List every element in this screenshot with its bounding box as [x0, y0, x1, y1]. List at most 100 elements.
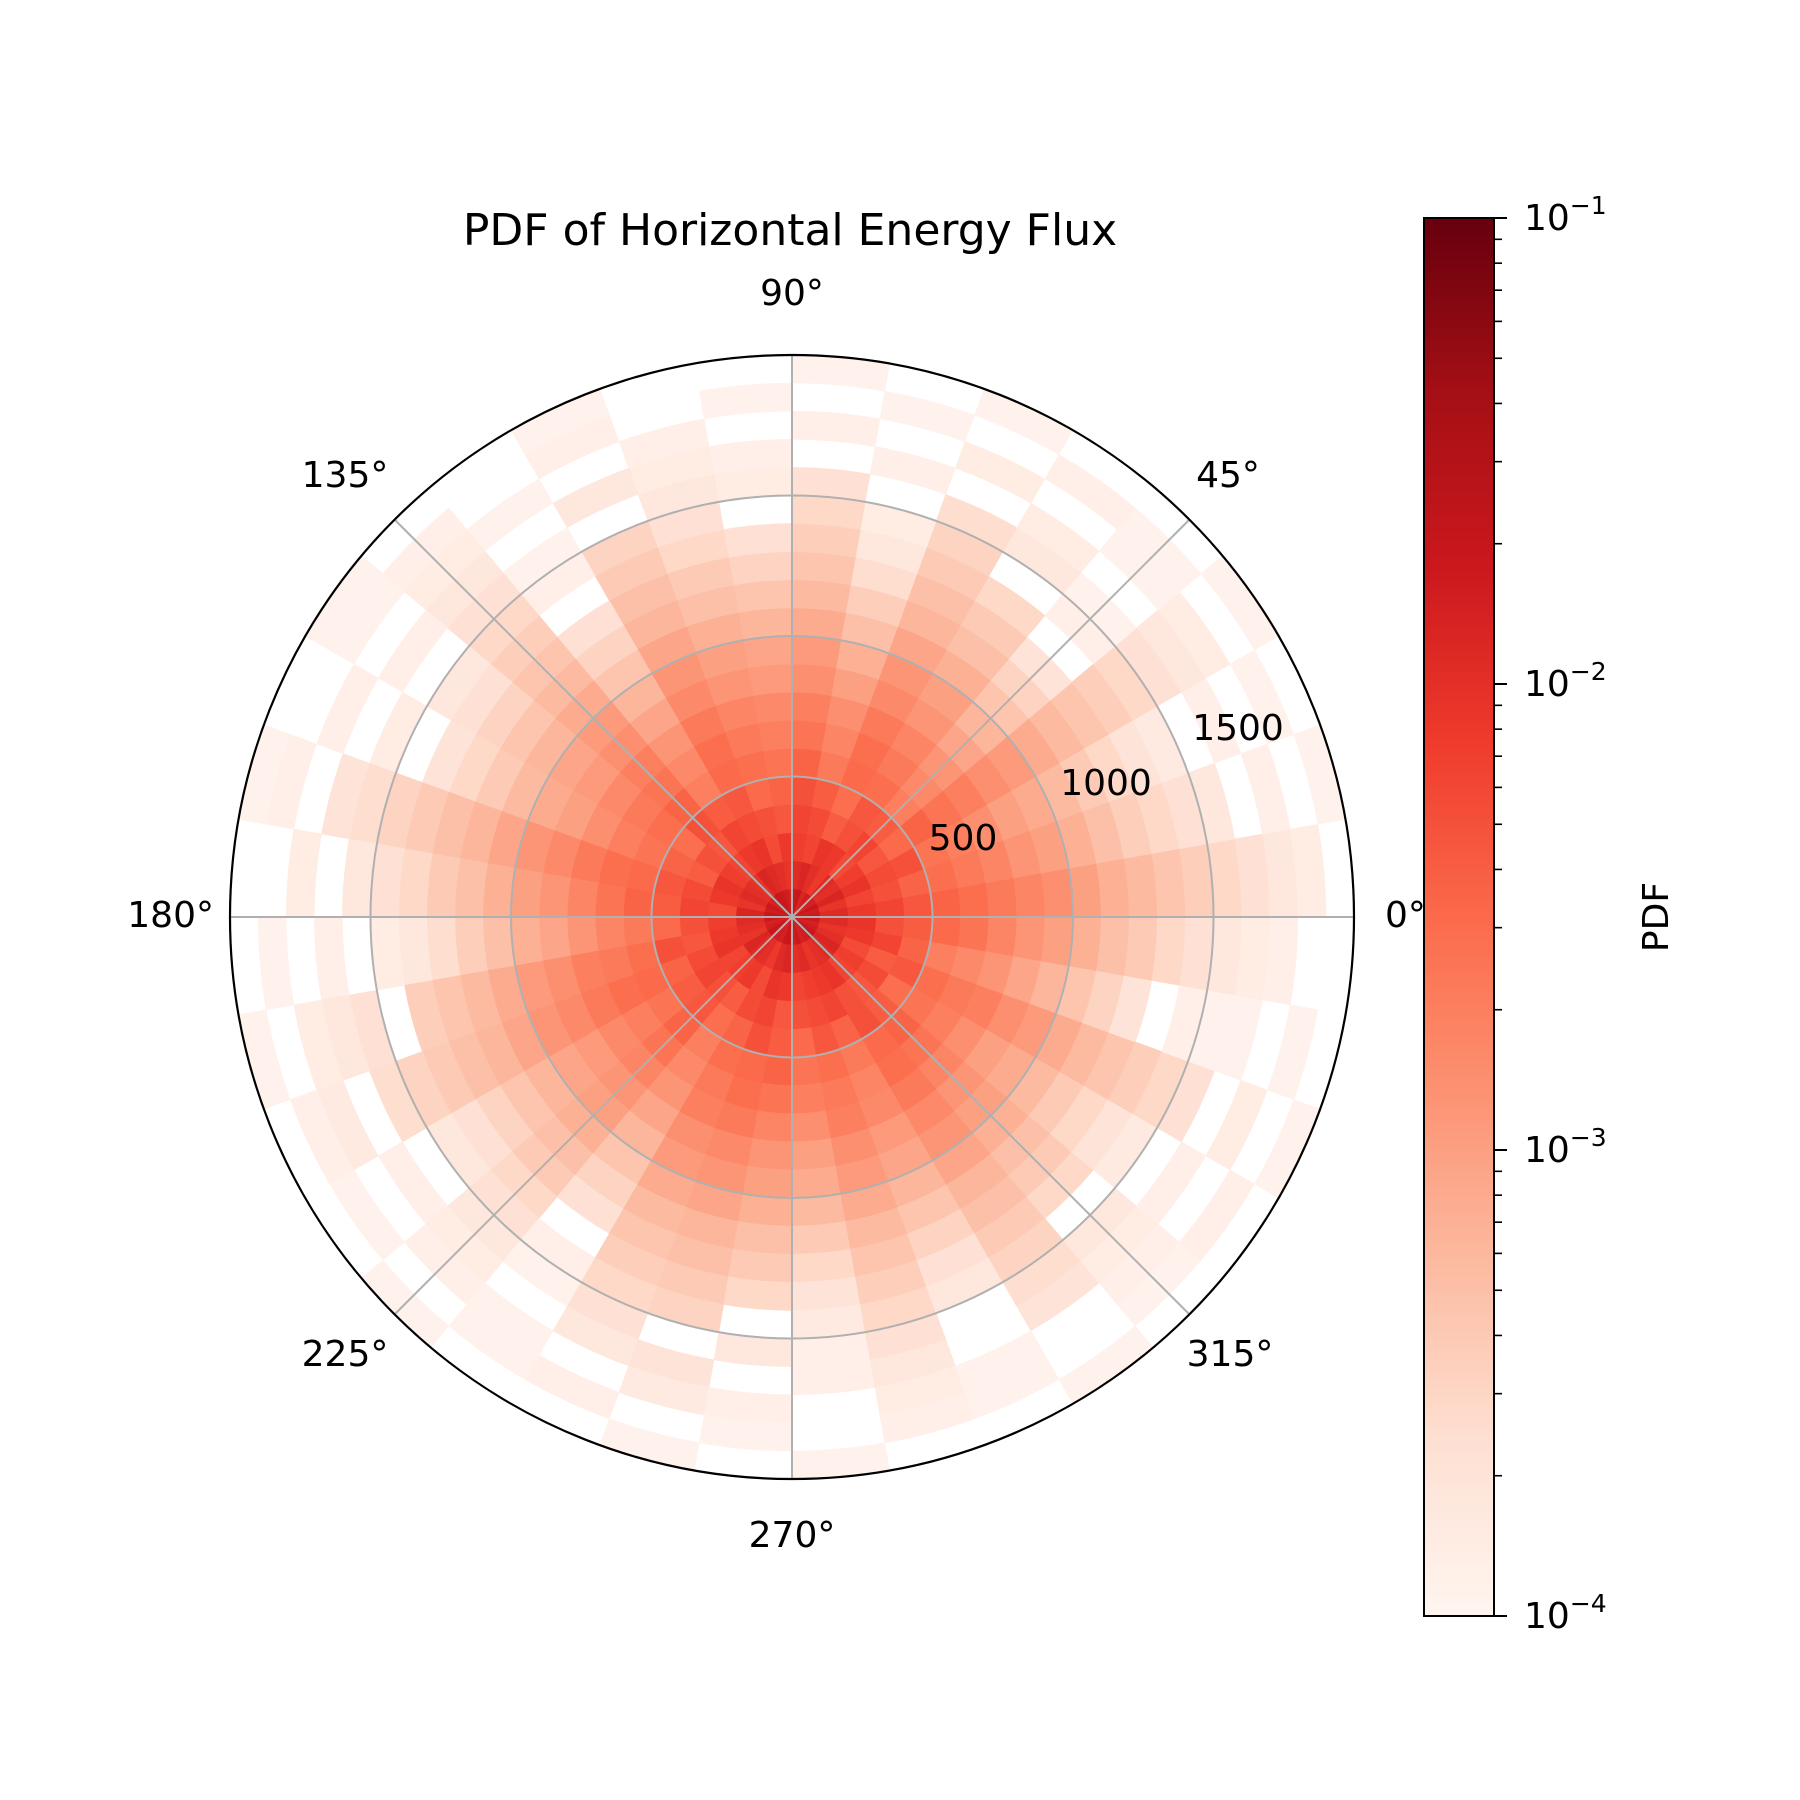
histogram-cell: [285, 828, 322, 918]
histogram-cell: [791, 1138, 837, 1171]
histogram-cell: [791, 635, 842, 669]
histogram-cell: [623, 916, 654, 947]
histogram-cell: [426, 916, 461, 981]
histogram-cell: [791, 551, 856, 586]
angle-tick-labels: 0° 45° 90° 135° 180° 225° 270° 315°: [127, 273, 1426, 1556]
histogram-cell: [957, 916, 990, 952]
histogram-cell: [369, 691, 428, 774]
histogram-cell: [869, 446, 956, 495]
histogram-cell: [752, 691, 793, 724]
histogram-cell: [599, 1418, 700, 1471]
histogram-cell: [618, 418, 710, 469]
histogram-cell: [313, 916, 350, 1001]
radial-tick-1500: 1500: [1192, 708, 1284, 749]
histogram-cell: [454, 916, 488, 976]
histogram-cell: [752, 1110, 793, 1143]
histogram-cell: [510, 916, 544, 967]
histogram-cell: [1135, 1141, 1207, 1225]
angular-gridline: [791, 916, 1191, 1316]
angular-gridline: [393, 916, 793, 1316]
histogram-cell: [1123, 916, 1158, 981]
histogram-cell: [257, 916, 295, 1011]
angle-tick-90: 90°: [760, 273, 824, 314]
histogram-cell: [742, 635, 793, 669]
histogram-cell: [510, 867, 544, 918]
histogram-cell: [1040, 867, 1074, 918]
histogram-cell: [747, 663, 793, 696]
colorbar-tick-label: 10−3: [1524, 1123, 1607, 1171]
histogram-cell: [1016, 502, 1100, 574]
histogram-cell: [1229, 649, 1295, 745]
histogram-cell: [1040, 916, 1074, 967]
histogram-cell: [985, 916, 1018, 957]
histogram-cell: [791, 1221, 851, 1255]
histogram-cell: [1096, 858, 1130, 918]
histogram-cell: [791, 1110, 832, 1143]
polar-cells: [238, 354, 1346, 1480]
angle-tick-180: 180°: [127, 895, 214, 936]
histogram-cell: [791, 1082, 827, 1115]
histogram-cell: [426, 853, 461, 918]
histogram-cell: [238, 1009, 291, 1110]
histogram-cell: [791, 579, 851, 613]
histogram-cell: [954, 441, 1046, 504]
histogram-cell: [791, 1248, 856, 1283]
radial-tick-500: 500: [929, 818, 998, 859]
histogram-cell: [1123, 853, 1158, 918]
histogram-cell: [524, 1354, 620, 1420]
radial-tick-1000: 1000: [1060, 763, 1152, 804]
histogram-cell: [1266, 1004, 1319, 1100]
histogram-cell: [594, 916, 627, 952]
polar-frame: [228, 353, 1356, 1481]
colorbar-gradient: [1423, 217, 1495, 1617]
histogram-cell: [985, 877, 1018, 918]
histogram-cell: [1179, 1169, 1255, 1261]
angle-tick-45: 45°: [1196, 455, 1260, 496]
histogram-cell: [757, 719, 793, 752]
histogram-cell: [1205, 1079, 1268, 1171]
histogram-cell: [377, 609, 449, 693]
angle-tick-135: 135°: [302, 455, 389, 496]
histogram-cell: [538, 916, 571, 962]
histogram-cell: [377, 1141, 449, 1225]
histogram-cell: [1293, 724, 1346, 825]
radial-tick-labels: 500 1000 1500: [929, 708, 1284, 859]
colorbar-tick-label: 10−2: [1524, 657, 1607, 705]
histogram-cell: [1044, 454, 1136, 530]
histogram-cell: [964, 1354, 1060, 1420]
angle-tick-315: 315°: [1187, 1334, 1274, 1375]
histogram-cell: [329, 1169, 405, 1261]
histogram-cell: [733, 1221, 793, 1255]
histogram-cell: [538, 872, 571, 918]
angle-tick-225: 225°: [302, 1334, 389, 1375]
histogram-cell: [879, 390, 975, 443]
colorbar: 10−1 10−2 10−3 10−4 PDF: [1423, 191, 1677, 1637]
histogram-cell: [1240, 743, 1291, 835]
histogram-cell: [791, 410, 881, 447]
colorbar-minor-ticks: [1494, 238, 1502, 1477]
histogram-cell: [762, 748, 793, 779]
angular-gridline: [791, 518, 1191, 918]
histogram-cell: [552, 467, 639, 529]
colorbar-label: PDF: [1636, 882, 1677, 952]
colorbar-major-ticks: [1494, 217, 1507, 1617]
histogram-cell: [623, 887, 654, 918]
angle-tick-270: 270°: [749, 1515, 836, 1556]
colorbar-tick-label: 10−4: [1524, 1589, 1607, 1637]
chart-title: PDF of Horizontal Energy Flux: [463, 205, 1117, 256]
angular-gridline: [393, 518, 793, 918]
histogram-cell: [1096, 916, 1130, 976]
histogram-cell: [321, 753, 370, 840]
histogram-cell: [728, 1248, 793, 1283]
histogram-cell: [930, 916, 961, 947]
histogram-cell: [316, 663, 379, 755]
histogram-cell: [791, 1055, 822, 1086]
colorbar-tick-label: 10−1: [1524, 191, 1607, 239]
histogram-cell: [791, 663, 837, 696]
histogram-cell: [594, 882, 627, 918]
histogram-cell: [742, 1165, 793, 1199]
histogram-cell: [1013, 916, 1046, 962]
histogram-cell: [1013, 872, 1046, 918]
histogram-cell: [454, 858, 488, 918]
